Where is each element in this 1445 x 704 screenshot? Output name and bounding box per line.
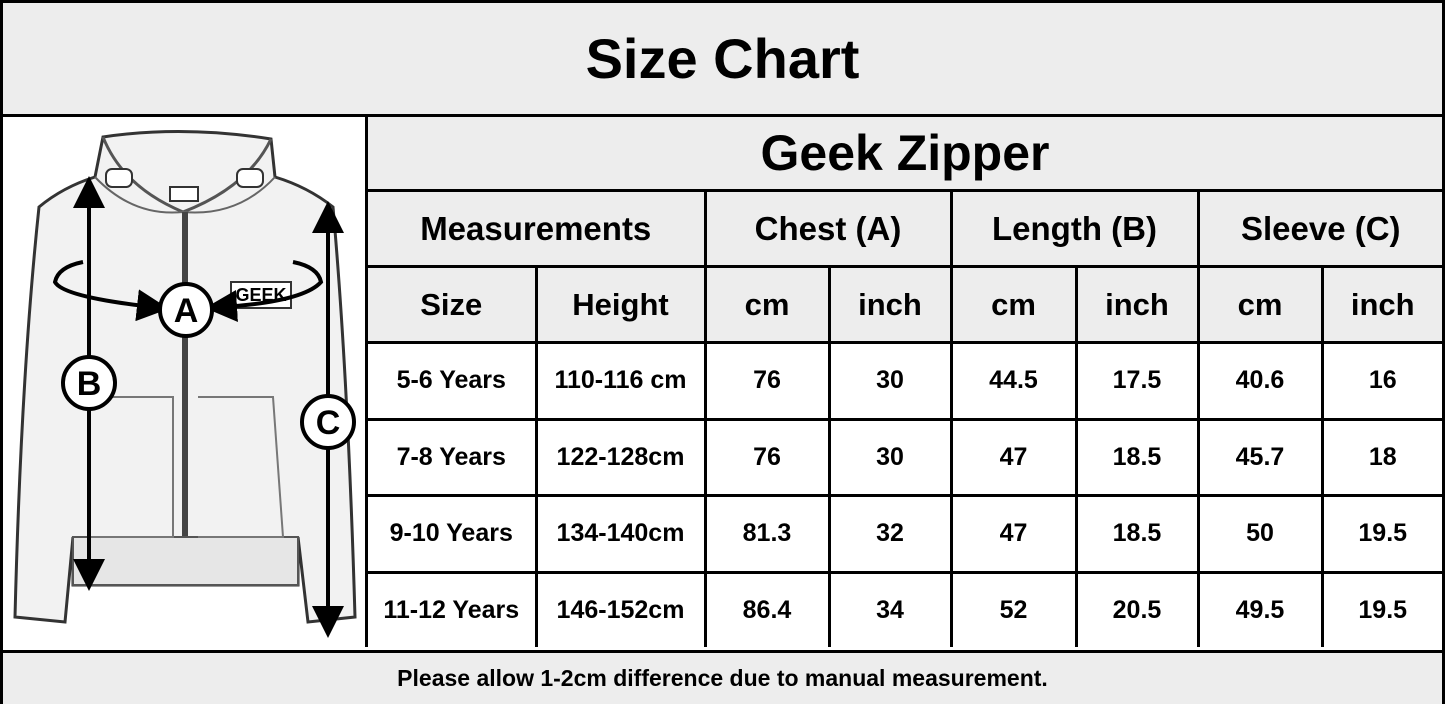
head2-cell: inch [1074,264,1200,345]
measure-label: B [77,365,102,403]
cell-cell: 34 [827,570,953,647]
size-row: 7-8 Years 122-128cm 76 30 47 18.5 45.7 18 [368,417,1442,498]
size-row: 9-10 Years 134-140cm 81.3 32 47 18.5 50 19.5 [368,494,1442,574]
cell-cell: 32 [827,494,953,574]
table-body: Geek Zipper Measurements Chest (A) Length (… [368,117,1442,647]
cell-cell: 50 [1196,494,1324,574]
size-row: 5-6 Years 110-116 cm 76 30 44.5 17.5 40.6 16 [368,341,1442,421]
cell-cell: 40.6 [1196,341,1324,421]
cell-cell: 76 [703,341,831,421]
cell-cell: 17.5 [1074,341,1200,421]
head2-cell: Height [534,264,707,345]
head2-cell: cm [1196,264,1324,345]
cell-cell: 76 [703,417,831,498]
cell-cell: 47 [949,417,1078,498]
column-row: Size Height cm inch cm inch cm inch [368,264,1442,345]
cell-cell: 7-8 Years [368,417,538,498]
cell-cell: 44.5 [949,341,1078,421]
cell-cell: 52 [949,570,1078,647]
head2-cell: cm [949,264,1078,345]
cell-cell: 45.7 [1196,417,1324,498]
product-cell: Geek Zipper [368,117,1442,193]
cell-cell: 122-128cm [534,417,707,498]
group-row: Measurements Chest (A) Length (B) Sleeve (C… [368,189,1442,268]
measure-label: C [316,404,341,442]
cell-cell: 146-152cm [534,570,707,647]
cell-cell: 19.5 [1320,570,1442,647]
footer-note: Please allow 1-2cm difference due to man… [3,650,1442,704]
head1-cell: Sleeve (C) [1196,189,1442,268]
head1-cell: Length (B) [949,189,1200,268]
title: Size Chart [3,3,1442,117]
cell-cell: 19.5 [1320,494,1442,574]
cell-cell: 18.5 [1074,494,1200,574]
cell-cell: 110-116 cm [534,341,707,421]
head2-cell: inch [1320,264,1442,345]
cell-cell: 20.5 [1074,570,1200,647]
size-row: 11-12 Years 146-152cm 86.4 34 52 20.5 49.5 19.5 [368,570,1442,647]
cell-cell: 5-6 Years [368,341,538,421]
measure-label: A [174,292,199,330]
cell-cell: 30 [827,417,953,498]
head2-cell: Size [368,264,538,345]
head1-cell: Measurements [368,189,707,268]
cell-cell: 47 [949,494,1078,574]
cell-cell: 16 [1320,341,1442,421]
hoodie-sketch: GEEK A B C [13,129,357,638]
head2-cell: inch [827,264,953,345]
head2-cell: cm [703,264,831,345]
cell-cell: 134-140cm [534,494,707,574]
size-table: Geek Zipper Measurements Chest (A) Length (… [368,117,1442,647]
cell-cell: 18 [1320,417,1442,498]
cell-cell: 81.3 [703,494,831,574]
cell-cell: 11-12 Years [368,570,538,647]
garment-diagram: GEEK A B C [3,117,368,647]
cell-cell: 30 [827,341,953,421]
cell-cell: 86.4 [703,570,831,647]
product-row: Geek Zipper [368,117,1442,193]
cell-cell: 18.5 [1074,417,1200,498]
cell-cell: 49.5 [1196,570,1324,647]
head1-cell: Chest (A) [703,189,953,268]
cell-cell: 9-10 Years [368,494,538,574]
